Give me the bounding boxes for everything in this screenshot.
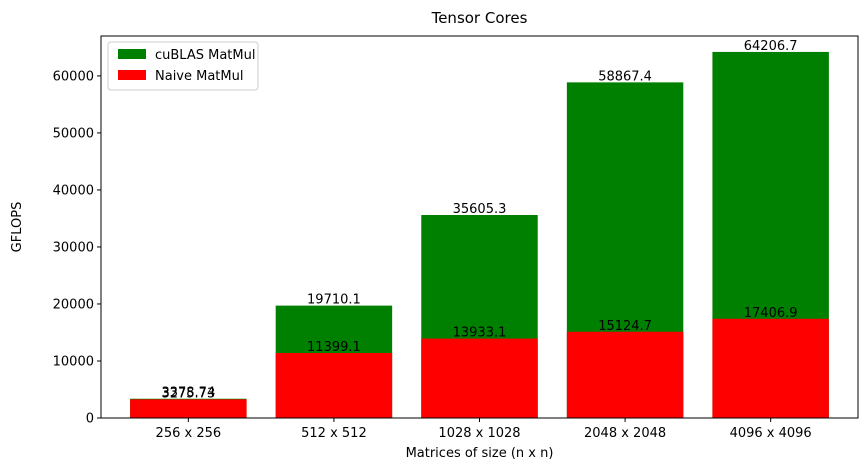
naive-value-label-2: 11399.1 xyxy=(307,340,361,355)
x-tick-label: 512 x 512 xyxy=(301,426,367,441)
cublas-value-label-3: 35605.3 xyxy=(453,202,507,217)
legend: cuBLAS MatMul Naive MatMul xyxy=(107,41,259,91)
naive-bar-4 xyxy=(566,331,684,418)
naive-value-label-1: 3275.73 xyxy=(161,386,215,401)
cublas-value-label-2: 19710.1 xyxy=(307,293,361,308)
y-tick-label: 30000 xyxy=(53,240,94,255)
naive-bar-5 xyxy=(712,318,829,418)
naive-value-label-5: 17406.9 xyxy=(744,306,798,321)
legend-swatch-cublas xyxy=(118,49,146,59)
naive-bar-3 xyxy=(421,338,538,418)
y-tick-label: 50000 xyxy=(53,126,94,141)
y-axis-title: GFLOPS xyxy=(10,202,25,253)
x-tick-label: 1028 x 1028 xyxy=(438,426,520,441)
chart-title: Tensor Cores xyxy=(431,9,528,27)
cublas-value-label-5: 64206.7 xyxy=(744,39,798,54)
y-tick-label: 60000 xyxy=(53,69,94,84)
naive-bars xyxy=(130,318,829,418)
naive-value-label-3: 13933.1 xyxy=(453,326,507,341)
y-tick-label: 10000 xyxy=(53,354,94,369)
y-axis: 0 10000 20000 30000 40000 50000 60000 xyxy=(53,69,101,427)
x-tick-label: 4096 x 4096 xyxy=(730,426,812,441)
legend-label-naive: Naive MatMul xyxy=(155,69,243,84)
naive-bar-1 xyxy=(130,399,247,418)
bar-value-labels: 3378.74 19710.1 35605.3 58867.4 64206.7 3275.… xyxy=(161,39,797,401)
naive-bar-2 xyxy=(275,353,393,418)
y-tick-label: 0 xyxy=(86,412,94,427)
x-tick-label: 2048 x 2048 xyxy=(584,426,666,441)
legend-swatch-naive xyxy=(118,70,146,80)
cublas-value-label-1: 3378.74 xyxy=(161,386,215,401)
x-tick-label: 256 x 256 xyxy=(156,426,222,441)
legend-label-cublas: cuBLAS MatMul xyxy=(155,48,255,63)
y-tick-label: 40000 xyxy=(53,183,94,198)
y-tick-label: 20000 xyxy=(53,297,94,312)
cublas-value-label-4: 58867.4 xyxy=(598,69,652,84)
x-axis-title: Matrices of size (n x n) xyxy=(406,446,554,461)
naive-value-label-4: 15124.7 xyxy=(598,319,652,334)
x-axis: 256 x 256 512 x 512 1028 x 1028 2048 x 2048… xyxy=(156,418,812,441)
